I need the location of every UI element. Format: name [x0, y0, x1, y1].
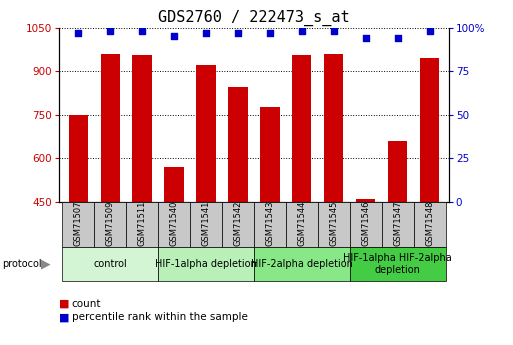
Point: [138, 28, 146, 34]
Text: GSM71541: GSM71541: [202, 201, 210, 246]
Bar: [165, 167, 184, 202]
Bar: [132, 55, 152, 202]
Bar: [350, 247, 446, 281]
Text: GSM71546: GSM71546: [361, 200, 370, 246]
Text: HIF-2alpha depletion: HIF-2alpha depletion: [251, 259, 353, 269]
Point: [362, 35, 370, 41]
Text: ▶: ▶: [42, 257, 51, 270]
Bar: [190, 202, 222, 247]
Bar: [292, 55, 311, 202]
Bar: [254, 202, 286, 247]
Bar: [324, 54, 343, 202]
Bar: [420, 58, 439, 202]
Bar: [158, 202, 190, 247]
Title: GDS2760 / 222473_s_at: GDS2760 / 222473_s_at: [158, 10, 350, 26]
Text: GSM71543: GSM71543: [265, 200, 274, 246]
Point: [393, 35, 402, 41]
Bar: [126, 202, 158, 247]
Bar: [69, 115, 88, 202]
Point: [106, 28, 114, 34]
Bar: [382, 202, 413, 247]
Text: GSM71540: GSM71540: [169, 201, 179, 246]
Bar: [413, 202, 446, 247]
Text: protocol: protocol: [3, 259, 42, 269]
Point: [330, 28, 338, 34]
Text: HIF-1alpha depletion: HIF-1alpha depletion: [155, 259, 257, 269]
Text: percentile rank within the sample: percentile rank within the sample: [72, 313, 248, 322]
Bar: [158, 247, 254, 281]
Text: GSM71511: GSM71511: [137, 201, 147, 246]
Text: GSM71547: GSM71547: [393, 200, 402, 246]
Bar: [350, 202, 382, 247]
Bar: [318, 202, 350, 247]
Point: [234, 30, 242, 36]
Bar: [101, 54, 120, 202]
Bar: [254, 247, 350, 281]
Text: GSM71542: GSM71542: [233, 201, 243, 246]
Text: GSM71544: GSM71544: [298, 201, 306, 246]
Text: count: count: [72, 299, 102, 308]
Text: GSM71509: GSM71509: [106, 201, 114, 246]
Bar: [356, 199, 376, 202]
Point: [170, 33, 178, 39]
Bar: [228, 87, 248, 202]
Bar: [62, 202, 94, 247]
Text: ■: ■: [59, 313, 69, 322]
Point: [426, 28, 434, 34]
Point: [202, 30, 210, 36]
Point: [298, 28, 306, 34]
Text: ■: ■: [59, 299, 69, 308]
Point: [266, 30, 274, 36]
Text: control: control: [93, 259, 127, 269]
Text: HIF-1alpha HIF-2alpha
depletion: HIF-1alpha HIF-2alpha depletion: [343, 253, 452, 275]
Bar: [62, 247, 158, 281]
Bar: [94, 202, 126, 247]
Bar: [260, 107, 280, 202]
Text: GSM71545: GSM71545: [329, 201, 339, 246]
Text: GSM71507: GSM71507: [74, 200, 83, 246]
Text: GSM71548: GSM71548: [425, 200, 434, 246]
Bar: [222, 202, 254, 247]
Point: [74, 30, 82, 36]
Bar: [388, 141, 407, 202]
Bar: [196, 65, 215, 202]
Bar: [286, 202, 318, 247]
